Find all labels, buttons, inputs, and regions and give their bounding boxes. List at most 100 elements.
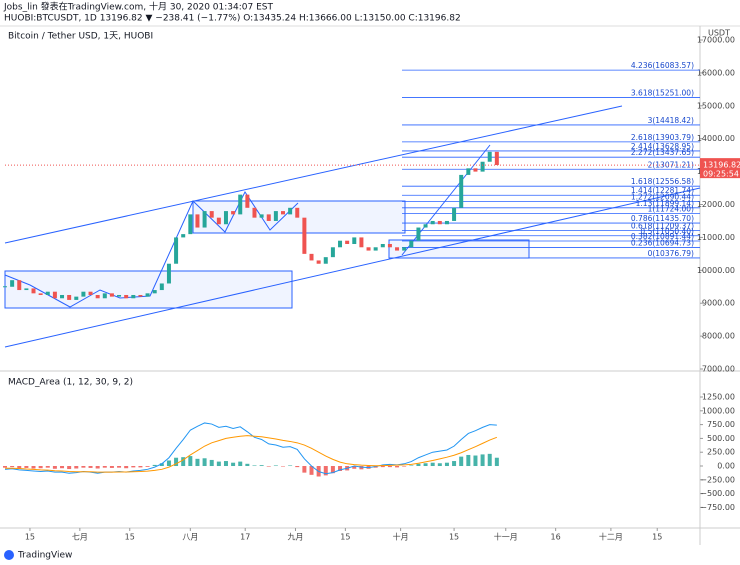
fib-label: 1.272(12090.44) <box>631 193 694 202</box>
histogram-bar <box>295 466 300 468</box>
candle <box>145 293 150 297</box>
candle <box>209 211 214 218</box>
x-tick-label: 15 <box>449 533 459 542</box>
candle <box>67 294 72 300</box>
candle <box>117 294 122 297</box>
candle <box>281 211 285 215</box>
candle <box>338 240 343 248</box>
footer-brand: TradingView <box>17 551 72 561</box>
candle <box>373 247 378 251</box>
candle <box>416 227 421 241</box>
histogram-bar <box>359 466 364 470</box>
candle <box>473 168 478 172</box>
candle <box>252 207 257 218</box>
fib-label: 2(13071.21) <box>648 160 694 169</box>
y-tick-label: −750.00 <box>700 503 735 512</box>
candle <box>395 247 400 251</box>
candle <box>466 168 471 175</box>
candle <box>309 253 314 261</box>
histogram-bar <box>338 466 343 471</box>
histogram-bar <box>88 466 93 468</box>
x-tick-label: 十月 <box>393 532 409 542</box>
candle <box>195 214 200 228</box>
histogram-bar <box>402 466 407 467</box>
fib-label: 1.618(12556.58) <box>631 177 694 186</box>
candle <box>152 290 157 294</box>
candle <box>74 296 79 300</box>
histogram-bar <box>423 463 428 467</box>
histogram-bar <box>323 466 328 476</box>
histogram-bar <box>38 466 43 469</box>
candle <box>10 280 15 287</box>
candle <box>188 214 193 235</box>
indicator-title: MACD_Area (1, 12, 30, 9, 2) <box>8 378 133 388</box>
candle <box>238 194 243 215</box>
y-tick-label: 14000.00 <box>697 134 735 143</box>
histogram-bar <box>281 466 285 467</box>
histogram-bar <box>209 459 214 467</box>
histogram-bar <box>202 458 207 467</box>
histogram-bar <box>67 466 72 470</box>
histogram-bar <box>95 466 100 469</box>
histogram-bar <box>380 466 385 468</box>
candle <box>259 214 264 218</box>
histogram-bar <box>81 466 86 468</box>
price-tag <box>700 158 740 179</box>
x-tick-label: 15 <box>652 533 662 542</box>
candle <box>323 257 328 264</box>
chart-title: Bitcoin / Tether USD, 1天, HUOBI <box>8 32 153 42</box>
y-tick-label: 16000.00 <box>697 68 735 77</box>
histogram-bar <box>3 466 7 468</box>
histogram-bar <box>387 466 392 468</box>
header-line: Jobs_lin 發表在TradingView.com, 十月 30, 2020… <box>3 1 273 13</box>
candle <box>359 237 364 248</box>
histogram-bar <box>231 462 236 467</box>
histogram-bar <box>259 465 264 467</box>
histogram-bar <box>138 466 143 468</box>
candle <box>109 293 114 297</box>
candle <box>452 207 457 221</box>
y-tick-label: 15000.00 <box>697 101 735 110</box>
fib-label: 0.236(10694.73) <box>631 238 694 247</box>
candle <box>138 294 143 297</box>
histogram-bar <box>102 466 107 468</box>
histogram-bar <box>288 465 293 467</box>
fib-label: 4.236(16083.57) <box>631 61 694 70</box>
candle <box>52 291 57 299</box>
histogram-bar <box>480 454 485 467</box>
histogram-bar <box>74 466 79 469</box>
candle <box>480 161 485 172</box>
histogram-bar <box>223 461 228 467</box>
x-tick-label: 15 <box>125 533 135 542</box>
x-tick-label: 十二月 <box>599 532 623 542</box>
y-tick-label: 10000.00 <box>697 266 735 275</box>
histogram-bar <box>188 456 193 467</box>
fib-label: 2.272(13437.65) <box>631 148 694 157</box>
x-tick-label: 九月 <box>287 533 303 542</box>
candle <box>487 151 492 162</box>
candle <box>60 294 65 299</box>
histogram-bar <box>395 466 400 468</box>
histogram-bar <box>487 453 492 467</box>
histogram-bar <box>416 463 421 467</box>
y-tick-label: 7000.00 <box>702 365 735 374</box>
histogram-bar <box>174 457 179 467</box>
histogram-bar <box>117 466 122 468</box>
y-tick-label: 17000.00 <box>697 36 735 45</box>
drawings <box>4 105 701 348</box>
candle <box>266 214 271 221</box>
y-tick-label: −500.00 <box>700 489 735 498</box>
histogram-bar <box>124 466 129 469</box>
price-tag-label: 13196.82 <box>703 161 740 170</box>
candle <box>459 174 464 208</box>
histogram-bar <box>166 460 171 467</box>
fib-label: 0.5(11050.40) <box>640 227 694 236</box>
candle <box>174 237 179 264</box>
histogram-bar <box>444 462 449 467</box>
fib-label: 1.13(11899.14) <box>636 199 694 208</box>
y-tick-label: 500.00 <box>707 434 735 443</box>
histogram-bar <box>24 466 29 468</box>
x-tick-label: 15 <box>340 533 350 542</box>
candle <box>366 247 371 251</box>
